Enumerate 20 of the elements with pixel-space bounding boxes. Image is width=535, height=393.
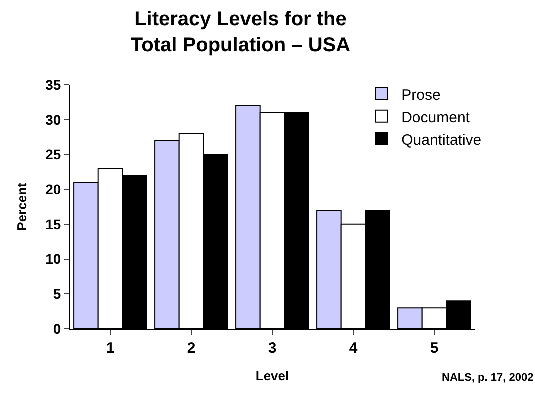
x-tick-label: 1	[106, 340, 115, 357]
y-axis-title: Percent	[14, 182, 30, 231]
x-tick-label: 4	[349, 340, 358, 357]
x-tick-label: 5	[430, 340, 439, 357]
y-tick-label: 10	[46, 251, 62, 268]
legend-label: Document	[402, 109, 471, 126]
x-tick-label: 3	[268, 340, 277, 357]
legend-label: Prose	[402, 86, 441, 104]
y-tick-label: 15	[46, 216, 62, 232]
x-axis-title: Level	[256, 368, 290, 384]
y-tick-label: 20	[46, 181, 62, 198]
y-tick-label: 30	[46, 112, 62, 128]
x-tick-label: 2	[187, 340, 196, 357]
y-tick-label: 5	[53, 286, 62, 302]
legend-label: Quantitative	[402, 132, 482, 149]
chart-title: Literacy Levels for the Total Population – USA	[130, 8, 351, 57]
y-tick-label: 0	[53, 320, 62, 337]
y-tick-label: 25	[46, 146, 62, 163]
y-tick-label: 35	[46, 76, 62, 93]
text: NALS, p. 17, 2002	[442, 372, 534, 384]
